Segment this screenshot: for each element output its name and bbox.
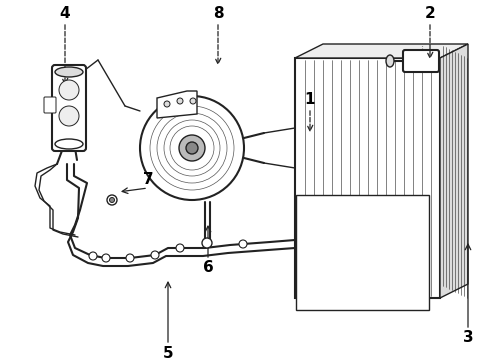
Circle shape [126, 254, 134, 262]
Circle shape [186, 142, 198, 154]
Circle shape [109, 198, 115, 202]
Text: 2: 2 [425, 6, 436, 22]
Circle shape [164, 101, 170, 107]
Bar [296, 195, 429, 310]
Circle shape [190, 98, 196, 104]
Circle shape [202, 238, 212, 248]
Text: 3: 3 [463, 330, 473, 346]
Circle shape [151, 251, 159, 259]
Text: 6: 6 [203, 261, 213, 275]
Polygon shape [295, 44, 468, 58]
FancyBboxPatch shape [44, 97, 56, 113]
FancyBboxPatch shape [52, 65, 86, 151]
Circle shape [140, 96, 244, 200]
Circle shape [179, 135, 205, 161]
FancyBboxPatch shape [403, 50, 439, 72]
Text: 5: 5 [163, 346, 173, 360]
Ellipse shape [55, 67, 83, 77]
Ellipse shape [59, 106, 79, 126]
Ellipse shape [59, 80, 79, 100]
Circle shape [176, 244, 184, 252]
Circle shape [102, 254, 110, 262]
Text: 8: 8 [213, 6, 223, 22]
Text: 4: 4 [60, 6, 70, 22]
Circle shape [177, 98, 183, 104]
Ellipse shape [55, 139, 83, 149]
Bar [295, 58, 440, 298]
Polygon shape [157, 91, 197, 118]
Text: 1: 1 [305, 93, 315, 108]
Circle shape [107, 195, 117, 205]
Circle shape [239, 240, 247, 248]
Text: 7: 7 [143, 172, 153, 188]
Polygon shape [440, 44, 468, 298]
Ellipse shape [386, 55, 394, 67]
Circle shape [89, 252, 97, 260]
